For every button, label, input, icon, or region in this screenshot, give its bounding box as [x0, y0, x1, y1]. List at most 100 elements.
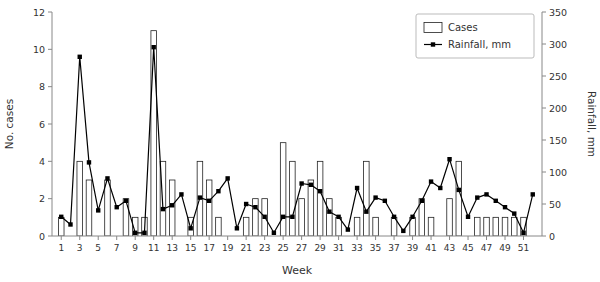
y2-tick-label: 50: [549, 199, 561, 210]
legend: Cases Rainfall, mm: [416, 14, 534, 58]
x-tick: [505, 236, 506, 240]
marker: [355, 186, 359, 190]
x-tick-label: 3: [77, 243, 83, 253]
legend-label: Rainfall, mm: [448, 39, 511, 50]
bar: [475, 217, 481, 236]
x-tick-label: 31: [333, 243, 344, 253]
y2-tick: [542, 204, 546, 205]
bar: [327, 199, 333, 236]
marker: [179, 192, 183, 196]
bar: [290, 161, 296, 236]
x-tick: [61, 236, 62, 240]
y2-tick: [542, 76, 546, 77]
marker: [484, 192, 488, 196]
x-tick: [153, 236, 154, 240]
x-tick: [264, 236, 265, 240]
y-tick: [48, 161, 52, 162]
marker: [133, 231, 137, 235]
x-tick: [246, 236, 247, 240]
x-tick-label: 11: [148, 243, 159, 253]
x-tick-label: 33: [351, 243, 362, 253]
x-tick: [468, 236, 469, 240]
bar: [373, 217, 379, 236]
x-tick: [486, 236, 487, 240]
bar: [317, 161, 323, 236]
x-tick-label: 17: [203, 243, 214, 253]
bar: [206, 180, 212, 236]
x-tick: [449, 236, 450, 240]
axes: 1357911131517192123252729313335373941434…: [33, 7, 567, 254]
x-tick: [320, 236, 321, 240]
y2-tick-label: 150: [549, 135, 567, 146]
x-tick: [431, 236, 432, 240]
bar: [77, 161, 83, 236]
y-tick-label: 2: [39, 193, 45, 204]
marker: [438, 186, 442, 190]
x-tick: [301, 236, 302, 240]
bar: [280, 143, 286, 236]
marker: [346, 227, 350, 231]
x-tick-label: 5: [95, 243, 101, 253]
marks: [58, 31, 534, 236]
bar: [308, 180, 314, 236]
marker: [253, 205, 257, 209]
marker: [392, 215, 396, 219]
x-tick: [523, 236, 524, 240]
bar: [493, 217, 499, 236]
bar: [86, 180, 92, 236]
marker: [466, 215, 470, 219]
y2-tick-label: 200: [549, 103, 567, 114]
x-tick-label: 19: [222, 243, 234, 253]
x-tick: [357, 236, 358, 240]
marker: [364, 209, 368, 213]
bar: [511, 217, 517, 236]
y2-tick: [542, 108, 546, 109]
x-tick: [394, 236, 395, 240]
marker: [96, 208, 100, 212]
bar: [216, 217, 222, 236]
bar: [197, 161, 203, 236]
y2-tick-label: 350: [549, 7, 567, 18]
marker: [383, 199, 387, 203]
x-tick-label: 35: [370, 243, 381, 253]
marker: [225, 176, 229, 180]
bar: [243, 217, 249, 236]
y2-axis-line: [542, 12, 543, 236]
marker: [142, 231, 146, 235]
x-tick: [79, 236, 80, 240]
bar: [364, 161, 370, 236]
marker: [115, 205, 119, 209]
bar: [456, 161, 462, 236]
x-tick-label: 1: [58, 243, 64, 253]
x-tick-label: 21: [240, 243, 251, 253]
x-tick-label: 37: [388, 243, 399, 253]
legend-item: Cases: [424, 22, 478, 33]
marker: [87, 160, 91, 164]
marker: [531, 192, 535, 196]
x-tick: [190, 236, 191, 240]
bar: [105, 180, 111, 236]
marker: [105, 176, 109, 180]
line: [61, 47, 533, 233]
marker: [318, 189, 322, 193]
x-tick-label: 7: [114, 243, 120, 253]
legend-marker: [431, 42, 435, 46]
x-tick: [338, 236, 339, 240]
x-tick-label: 51: [518, 243, 529, 253]
legend-item: Rainfall, mm: [424, 39, 511, 50]
bar: [58, 217, 64, 236]
marker: [188, 226, 192, 230]
marker: [216, 189, 220, 193]
marker: [290, 215, 294, 219]
marker: [512, 211, 516, 215]
x-tick: [412, 236, 413, 240]
bar: [502, 217, 508, 236]
x-tick-label: 15: [185, 243, 196, 253]
y2-tick: [542, 12, 546, 13]
x-tick-label: 47: [481, 243, 492, 253]
x-tick: [135, 236, 136, 240]
bar: [253, 199, 259, 236]
marker: [299, 181, 303, 185]
y-tick: [48, 49, 52, 50]
marker: [78, 55, 82, 59]
